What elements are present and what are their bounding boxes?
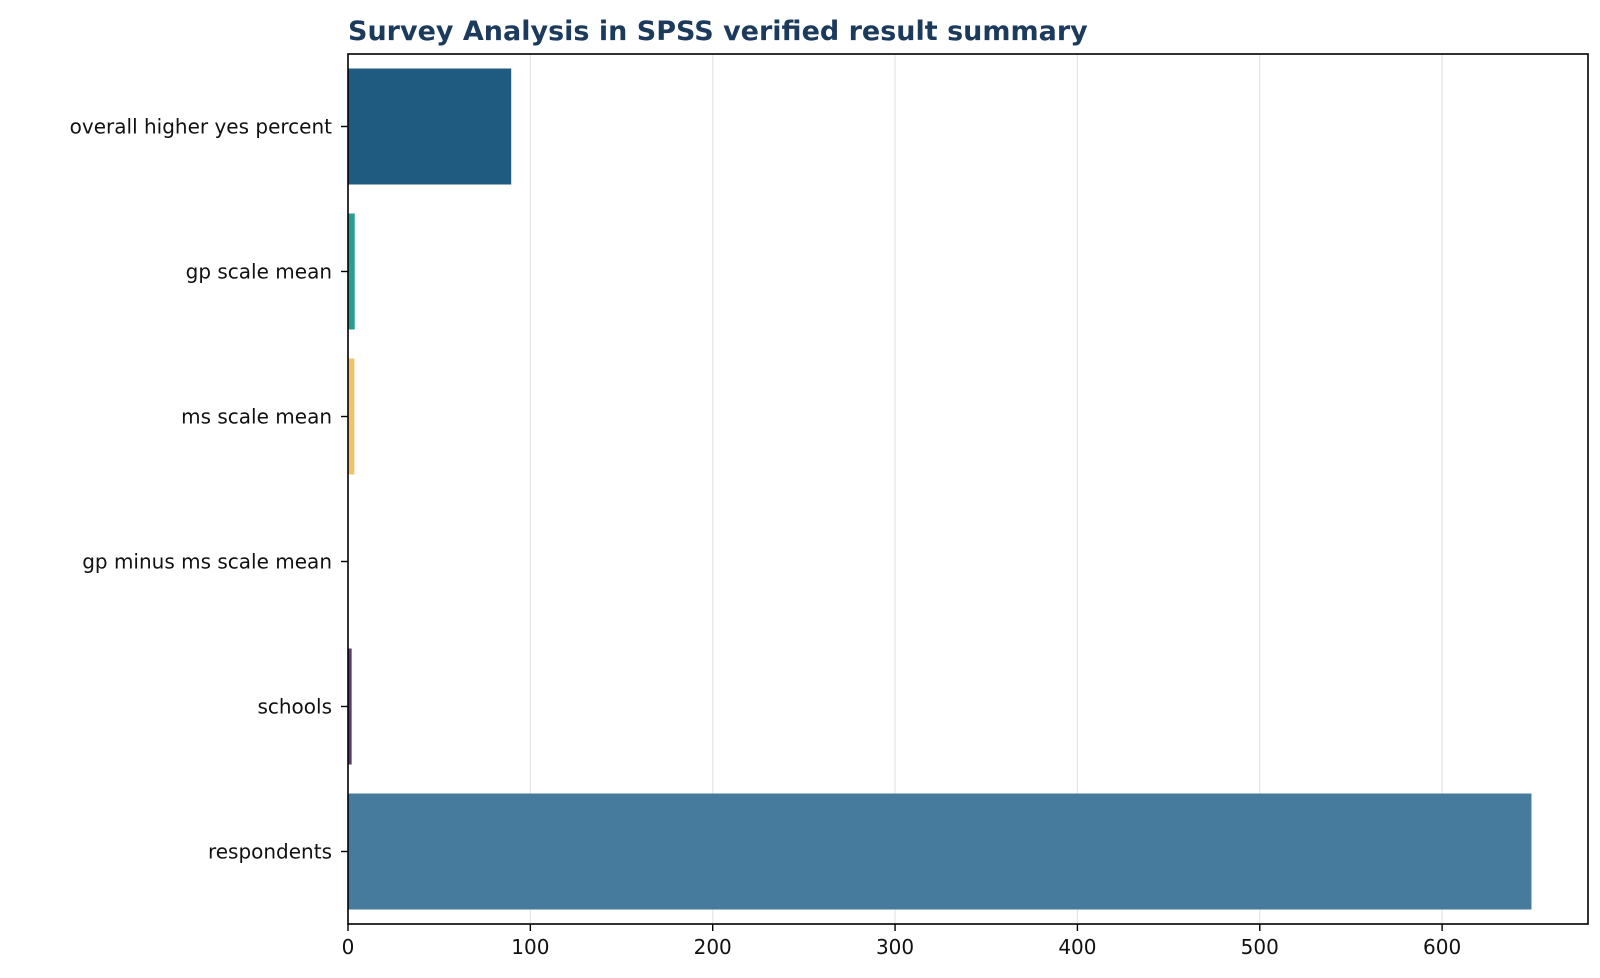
bars <box>348 68 1532 910</box>
y-tick-label: schools <box>257 695 332 719</box>
x-tick-label: 100 <box>511 935 549 959</box>
chart-title: Survey Analysis in SPSS verified result … <box>348 16 1088 47</box>
x-tick-label: 200 <box>694 935 732 959</box>
bar <box>348 213 355 330</box>
grid-lines <box>347 54 1443 924</box>
x-tick-label: 600 <box>1423 935 1461 959</box>
y-tick-label: gp scale mean <box>186 260 332 284</box>
y-tick-label: overall higher yes percent <box>70 115 332 139</box>
bar <box>348 793 1532 910</box>
y-tick-label: respondents <box>208 840 332 864</box>
x-tick-label: 0 <box>342 935 355 959</box>
y-tick-label: gp minus ms scale mean <box>82 550 332 574</box>
x-axis-ticks: 0 100 200 300 400 500 600 <box>342 924 1461 959</box>
x-tick-label: 400 <box>1058 935 1096 959</box>
x-tick-label: 300 <box>876 935 914 959</box>
bar <box>348 648 352 765</box>
y-axis-ticks: overall higher yes percent gp scale mean m… <box>70 115 348 864</box>
x-tick-label: 500 <box>1241 935 1279 959</box>
plot-frame <box>347 53 1589 925</box>
bar <box>348 358 355 475</box>
y-tick-label: ms scale mean <box>181 405 332 429</box>
bar <box>348 68 512 185</box>
